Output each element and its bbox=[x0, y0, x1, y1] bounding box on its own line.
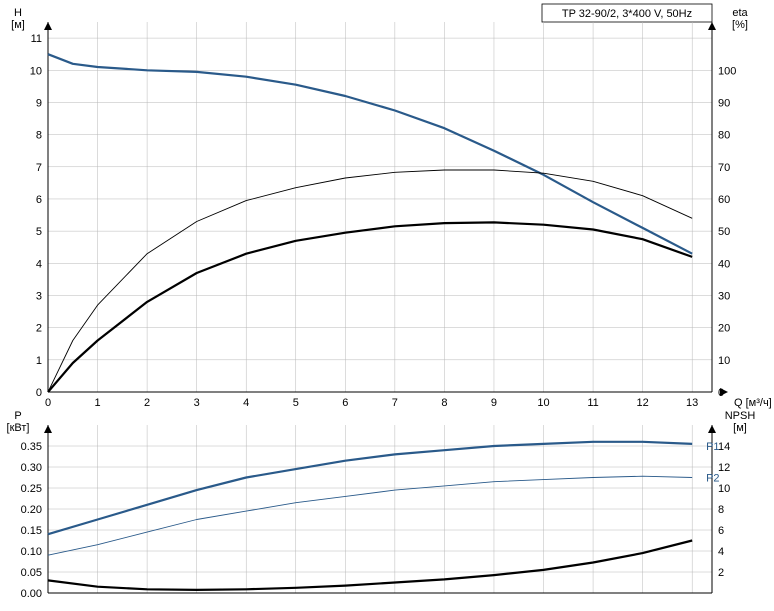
svg-text:0.15: 0.15 bbox=[21, 525, 42, 537]
svg-text:8: 8 bbox=[718, 504, 724, 516]
svg-text:10: 10 bbox=[537, 397, 549, 409]
svg-text:4: 4 bbox=[718, 546, 724, 558]
svg-text:1: 1 bbox=[94, 397, 100, 409]
svg-text:NPSH: NPSH bbox=[725, 410, 756, 422]
svg-text:70: 70 bbox=[718, 162, 730, 174]
svg-text:4: 4 bbox=[243, 397, 249, 409]
svg-text:10: 10 bbox=[30, 65, 42, 77]
svg-text:P1: P1 bbox=[706, 441, 719, 453]
svg-text:90: 90 bbox=[718, 97, 730, 109]
svg-text:0: 0 bbox=[45, 397, 51, 409]
svg-text:P: P bbox=[14, 410, 21, 422]
svg-text:0: 0 bbox=[718, 387, 724, 399]
svg-text:0.20: 0.20 bbox=[21, 504, 42, 516]
svg-text:50: 50 bbox=[718, 226, 730, 238]
svg-text:0.25: 0.25 bbox=[21, 483, 42, 495]
svg-text:[%]: [%] bbox=[732, 19, 748, 31]
svg-text:4: 4 bbox=[36, 258, 42, 270]
svg-text:14: 14 bbox=[718, 441, 730, 453]
svg-text:8: 8 bbox=[36, 130, 42, 142]
svg-text:7: 7 bbox=[36, 162, 42, 174]
svg-text:20: 20 bbox=[718, 323, 730, 335]
svg-text:0.10: 0.10 bbox=[21, 546, 42, 558]
svg-text:2: 2 bbox=[36, 323, 42, 335]
svg-text:5: 5 bbox=[293, 397, 299, 409]
svg-text:0.05: 0.05 bbox=[21, 567, 42, 579]
svg-text:80: 80 bbox=[718, 130, 730, 142]
svg-text:[м]: [м] bbox=[733, 422, 747, 434]
svg-text:0.35: 0.35 bbox=[21, 441, 42, 453]
svg-text:[кВт]: [кВт] bbox=[7, 422, 30, 434]
svg-text:6: 6 bbox=[342, 397, 348, 409]
svg-text:P2: P2 bbox=[706, 473, 719, 485]
svg-text:100: 100 bbox=[718, 65, 736, 77]
svg-text:0: 0 bbox=[36, 387, 42, 399]
svg-text:0.00: 0.00 bbox=[21, 588, 42, 600]
chart-svg: TP 32-90/2, 3*400 V, 50Hz012345678910111… bbox=[0, 0, 774, 611]
svg-text:10: 10 bbox=[718, 355, 730, 367]
svg-text:2: 2 bbox=[718, 567, 724, 579]
svg-text:6: 6 bbox=[36, 194, 42, 206]
svg-text:40: 40 bbox=[718, 258, 730, 270]
svg-text:7: 7 bbox=[392, 397, 398, 409]
svg-text:12: 12 bbox=[718, 462, 730, 474]
svg-text:eta: eta bbox=[732, 7, 748, 19]
svg-text:60: 60 bbox=[718, 194, 730, 206]
svg-text:Q [м³/ч]: Q [м³/ч] bbox=[734, 397, 772, 409]
svg-text:2: 2 bbox=[144, 397, 150, 409]
pump-chart: TP 32-90/2, 3*400 V, 50Hz012345678910111… bbox=[0, 0, 774, 611]
svg-text:1: 1 bbox=[36, 355, 42, 367]
svg-text:9: 9 bbox=[491, 397, 497, 409]
svg-text:3: 3 bbox=[194, 397, 200, 409]
svg-text:8: 8 bbox=[441, 397, 447, 409]
svg-text:0.30: 0.30 bbox=[21, 462, 42, 474]
svg-text:[м]: [м] bbox=[11, 19, 25, 31]
svg-text:11: 11 bbox=[31, 33, 42, 45]
svg-text:9: 9 bbox=[36, 97, 42, 109]
svg-text:30: 30 bbox=[718, 290, 730, 302]
svg-text:10: 10 bbox=[718, 483, 730, 495]
svg-text:13: 13 bbox=[686, 397, 698, 409]
svg-text:5: 5 bbox=[36, 226, 42, 238]
svg-text:12: 12 bbox=[637, 397, 649, 409]
chart-title: TP 32-90/2, 3*400 V, 50Hz bbox=[562, 8, 692, 20]
svg-text:H: H bbox=[14, 7, 22, 19]
svg-text:11: 11 bbox=[587, 397, 598, 409]
svg-text:3: 3 bbox=[36, 290, 42, 302]
svg-text:6: 6 bbox=[718, 525, 724, 537]
